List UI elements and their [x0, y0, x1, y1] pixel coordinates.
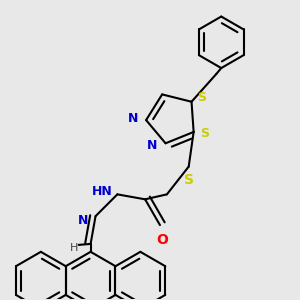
Text: HN: HN: [92, 185, 112, 198]
Text: N: N: [147, 139, 158, 152]
Text: S: S: [201, 128, 210, 140]
Text: O: O: [156, 233, 168, 247]
Text: S: S: [184, 172, 194, 187]
Text: N: N: [128, 112, 138, 124]
Text: N: N: [78, 214, 88, 226]
Text: S: S: [197, 91, 206, 104]
Text: H: H: [70, 243, 79, 253]
